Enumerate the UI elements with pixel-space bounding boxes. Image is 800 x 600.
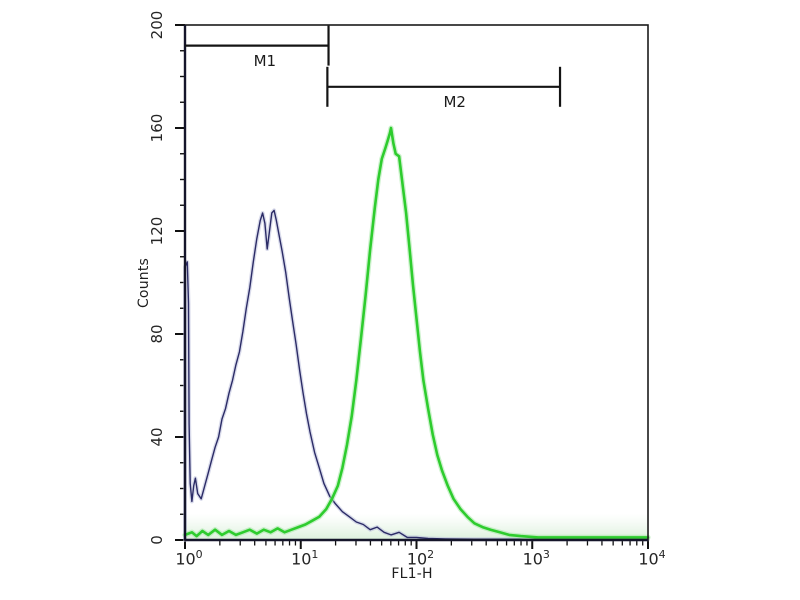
- series-blue-control-histogram: [183, 208, 650, 542]
- gate-m2: [326, 66, 562, 107]
- x-tick-label: 100: [175, 548, 203, 569]
- x-tick-label: 103: [522, 548, 550, 569]
- series-green-stained-histogram: [182, 125, 651, 541]
- x-axis-title: FL1-H: [391, 566, 433, 582]
- x-tick-label: 101: [291, 548, 319, 569]
- plot-area: [185, 25, 648, 540]
- y-tick-label: 120: [148, 216, 166, 246]
- y-tick-label: 0: [148, 535, 166, 545]
- y-tick-label: 80: [148, 324, 166, 344]
- x-axis-ticks: [184, 540, 649, 549]
- y-tick-label: 40: [148, 427, 166, 447]
- gate-m1: [185, 25, 330, 66]
- x-tick-label: 102: [406, 548, 435, 569]
- y-tick-label: 200: [148, 10, 166, 40]
- gate-label-m1: M1: [253, 51, 277, 70]
- y-axis-title: Counts: [136, 257, 152, 309]
- gate-label-m2: M2: [443, 92, 466, 111]
- x-tick-label: 104: [638, 548, 666, 569]
- y-tick-label: 160: [148, 113, 166, 143]
